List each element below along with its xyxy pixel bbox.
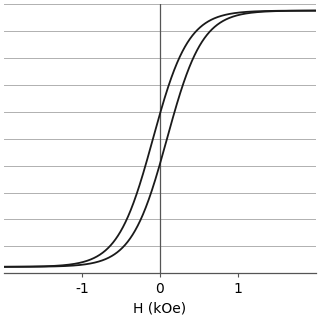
X-axis label: H (kOe): H (kOe) xyxy=(133,302,187,316)
